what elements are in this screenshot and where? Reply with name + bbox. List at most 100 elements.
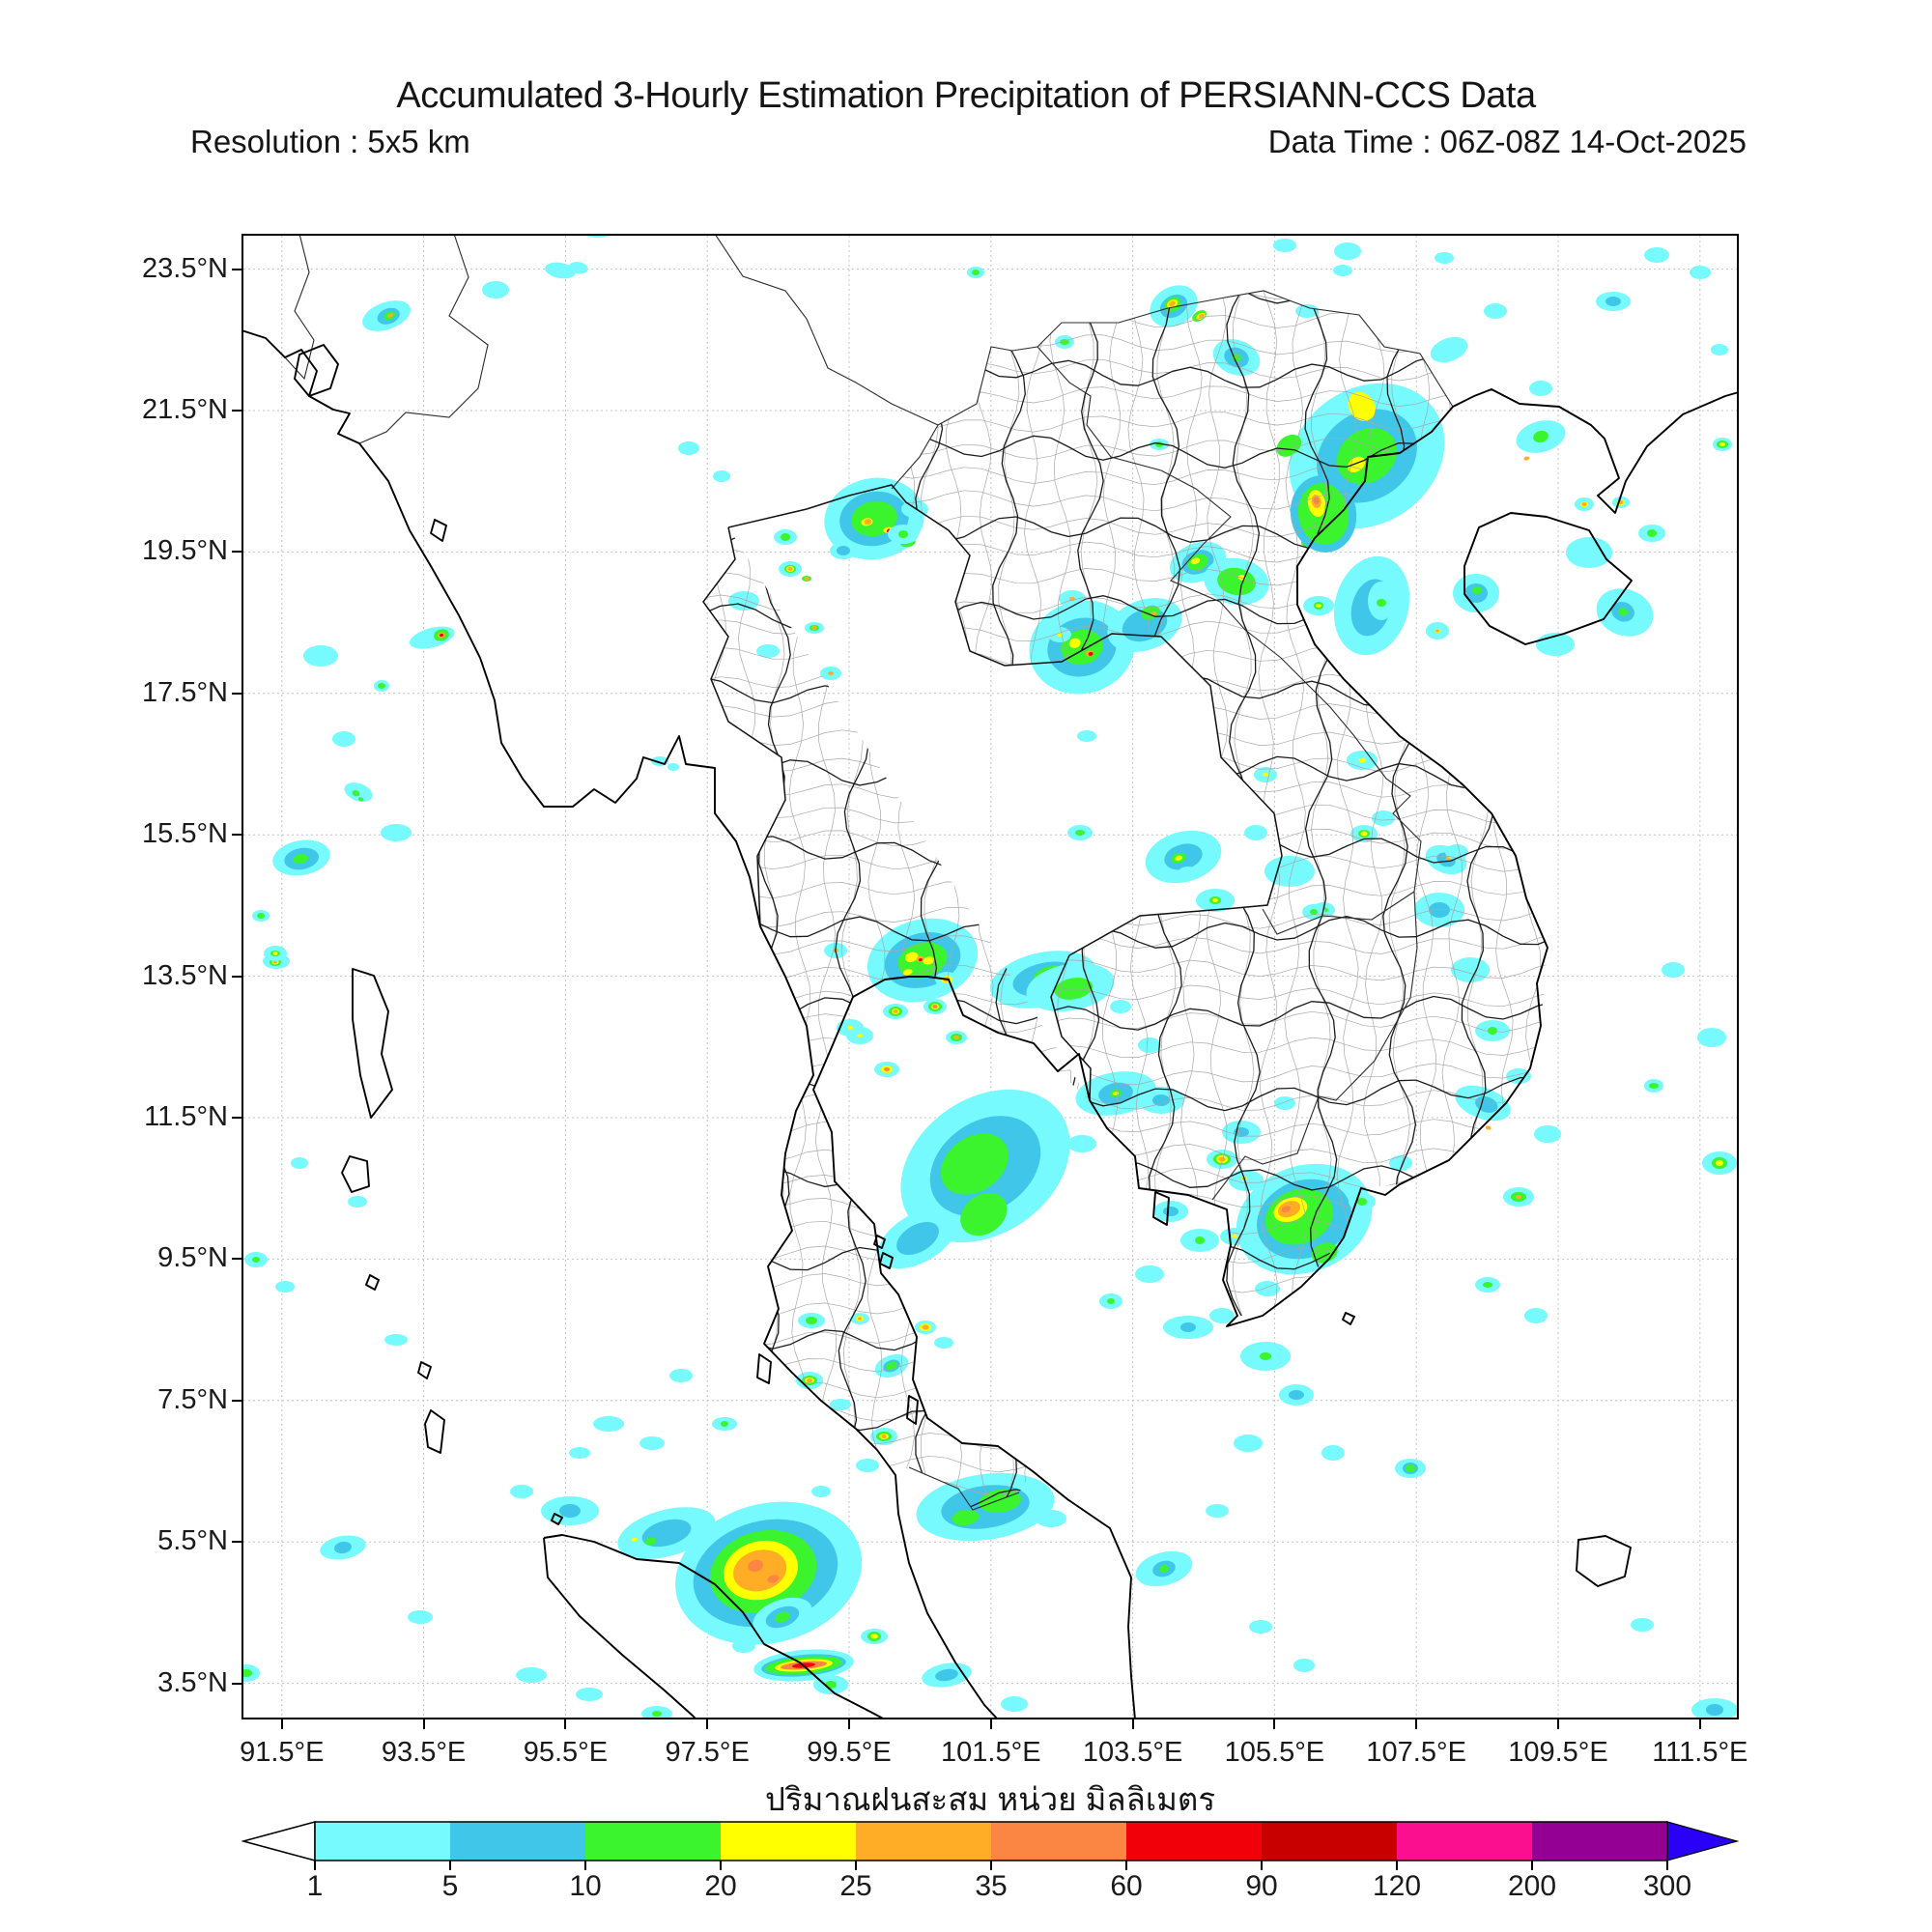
y-axis-label: 19.5°N	[142, 535, 228, 567]
precip-cell	[1055, 335, 1074, 349]
y-axis-label: 15.5°N	[142, 818, 228, 850]
precip-cell	[1099, 1293, 1122, 1309]
precip-cell	[1276, 383, 1445, 529]
resolution-label: Resolution : 5x5 km	[190, 124, 470, 159]
precip-cell	[756, 644, 780, 658]
precip-cell	[408, 1610, 433, 1624]
precip-cell	[878, 1208, 957, 1269]
x-axis-tick	[706, 1719, 709, 1729]
precip-cell	[811, 1486, 831, 1497]
x-axis-tick	[422, 1719, 425, 1729]
precip-cell	[1435, 252, 1454, 264]
precip-cell	[1279, 1384, 1314, 1406]
x-axis-label: 107.5°E	[1366, 1737, 1466, 1768]
x-axis-label: 91.5°E	[240, 1737, 325, 1768]
precip-cell	[1075, 1071, 1156, 1116]
colorbar-tick-label: 90	[1245, 1870, 1278, 1902]
precip-cell	[1529, 381, 1552, 396]
precip-cell	[1029, 600, 1135, 695]
precip-cell	[678, 441, 699, 455]
precip-cell	[1001, 1696, 1028, 1712]
precip-cell	[1273, 239, 1296, 252]
y-axis-tick	[232, 551, 242, 554]
precip-cell	[1282, 866, 1307, 881]
precip-cell	[1036, 1510, 1066, 1527]
precip-cell	[830, 1399, 851, 1410]
colorbar-segment	[585, 1822, 721, 1861]
precip-cell	[669, 1369, 693, 1382]
precip-cell	[861, 1629, 888, 1644]
x-axis-tick	[989, 1719, 992, 1729]
precip-cell	[1506, 1068, 1531, 1084]
x-axis-label: 103.5°E	[1082, 1737, 1183, 1768]
precip-cell	[1445, 844, 1468, 860]
data-time-label: Data Time : 06Z-08Z 14-Oct-2025	[1267, 124, 1747, 159]
precip-cell	[874, 1353, 909, 1378]
precip-cell	[303, 645, 338, 667]
precip-cell	[272, 839, 330, 876]
precip-cell	[291, 1157, 308, 1169]
precip-cell	[362, 300, 411, 331]
x-axis-label: 109.5°E	[1508, 1737, 1608, 1768]
precip-cell	[1631, 1618, 1654, 1632]
y-axis-tick	[232, 1541, 242, 1544]
precip-cell	[820, 667, 841, 680]
x-axis-tick	[1273, 1719, 1276, 1729]
y-axis-label: 23.5°N	[142, 252, 228, 284]
precip-cell	[1475, 1277, 1500, 1293]
precip-cell	[1566, 537, 1612, 568]
precip-cell	[837, 1019, 864, 1037]
precip-cell	[576, 1688, 603, 1701]
precip-cell	[805, 622, 824, 634]
precip-cell	[586, 236, 608, 238]
precip-cell	[320, 1535, 366, 1560]
x-axis-label: 95.5°E	[523, 1737, 609, 1768]
colorbar-tick-label: 20	[704, 1870, 737, 1902]
x-axis-label: 101.5°E	[941, 1737, 1041, 1768]
country-borders	[284, 236, 1454, 1511]
precip-cell	[713, 470, 730, 482]
precip-cell	[870, 1428, 897, 1445]
precip-cell	[732, 1639, 755, 1653]
precip-cell	[510, 1485, 533, 1498]
precip-cell	[348, 1196, 367, 1208]
colorbar-tick-label: 25	[839, 1870, 872, 1902]
precip-cell	[1234, 1435, 1263, 1452]
map-panel	[242, 234, 1739, 1719]
precip-cell	[1135, 1550, 1193, 1587]
precip-cell	[1697, 1028, 1726, 1047]
precip-cell	[728, 591, 759, 611]
y-axis-label: 3.5°N	[157, 1666, 228, 1698]
y-axis-label: 13.5°N	[142, 959, 228, 991]
precip-cell	[1067, 825, 1093, 840]
colorbar-tick-label: 35	[975, 1870, 1008, 1902]
precip-cell	[915, 1321, 936, 1334]
precip-cell	[1475, 1020, 1510, 1041]
precip-cell	[967, 267, 984, 278]
precip-cell	[1524, 1308, 1548, 1323]
colorbar-over-arrow	[1666, 1821, 1740, 1861]
precip-cell	[1596, 588, 1654, 637]
precip-cell	[1321, 1445, 1345, 1461]
precip-cell	[1209, 1308, 1235, 1323]
precip-cell	[275, 1281, 295, 1293]
precip-cell	[802, 576, 811, 582]
precip-cell	[1372, 810, 1395, 826]
precip-cell	[1662, 962, 1685, 978]
precip-cell	[1229, 1170, 1264, 1191]
precip-cell	[1135, 1265, 1164, 1283]
x-axis-tick	[848, 1719, 850, 1729]
x-axis-label: 97.5°E	[665, 1737, 750, 1768]
precip-cell	[1153, 1201, 1188, 1222]
precip-cell	[1503, 1187, 1534, 1207]
x-axis-label: 99.5°E	[807, 1737, 892, 1768]
y-axis-tick	[232, 834, 242, 837]
precip-cell	[1150, 285, 1207, 327]
precip-cell	[1196, 889, 1235, 912]
precip-cell	[409, 626, 455, 649]
precip-cell	[541, 1496, 599, 1525]
precip-cell	[264, 946, 287, 961]
x-axis-label: 93.5°E	[381, 1737, 467, 1768]
precip-cell	[1690, 266, 1711, 279]
precip-cell	[1178, 867, 1199, 880]
